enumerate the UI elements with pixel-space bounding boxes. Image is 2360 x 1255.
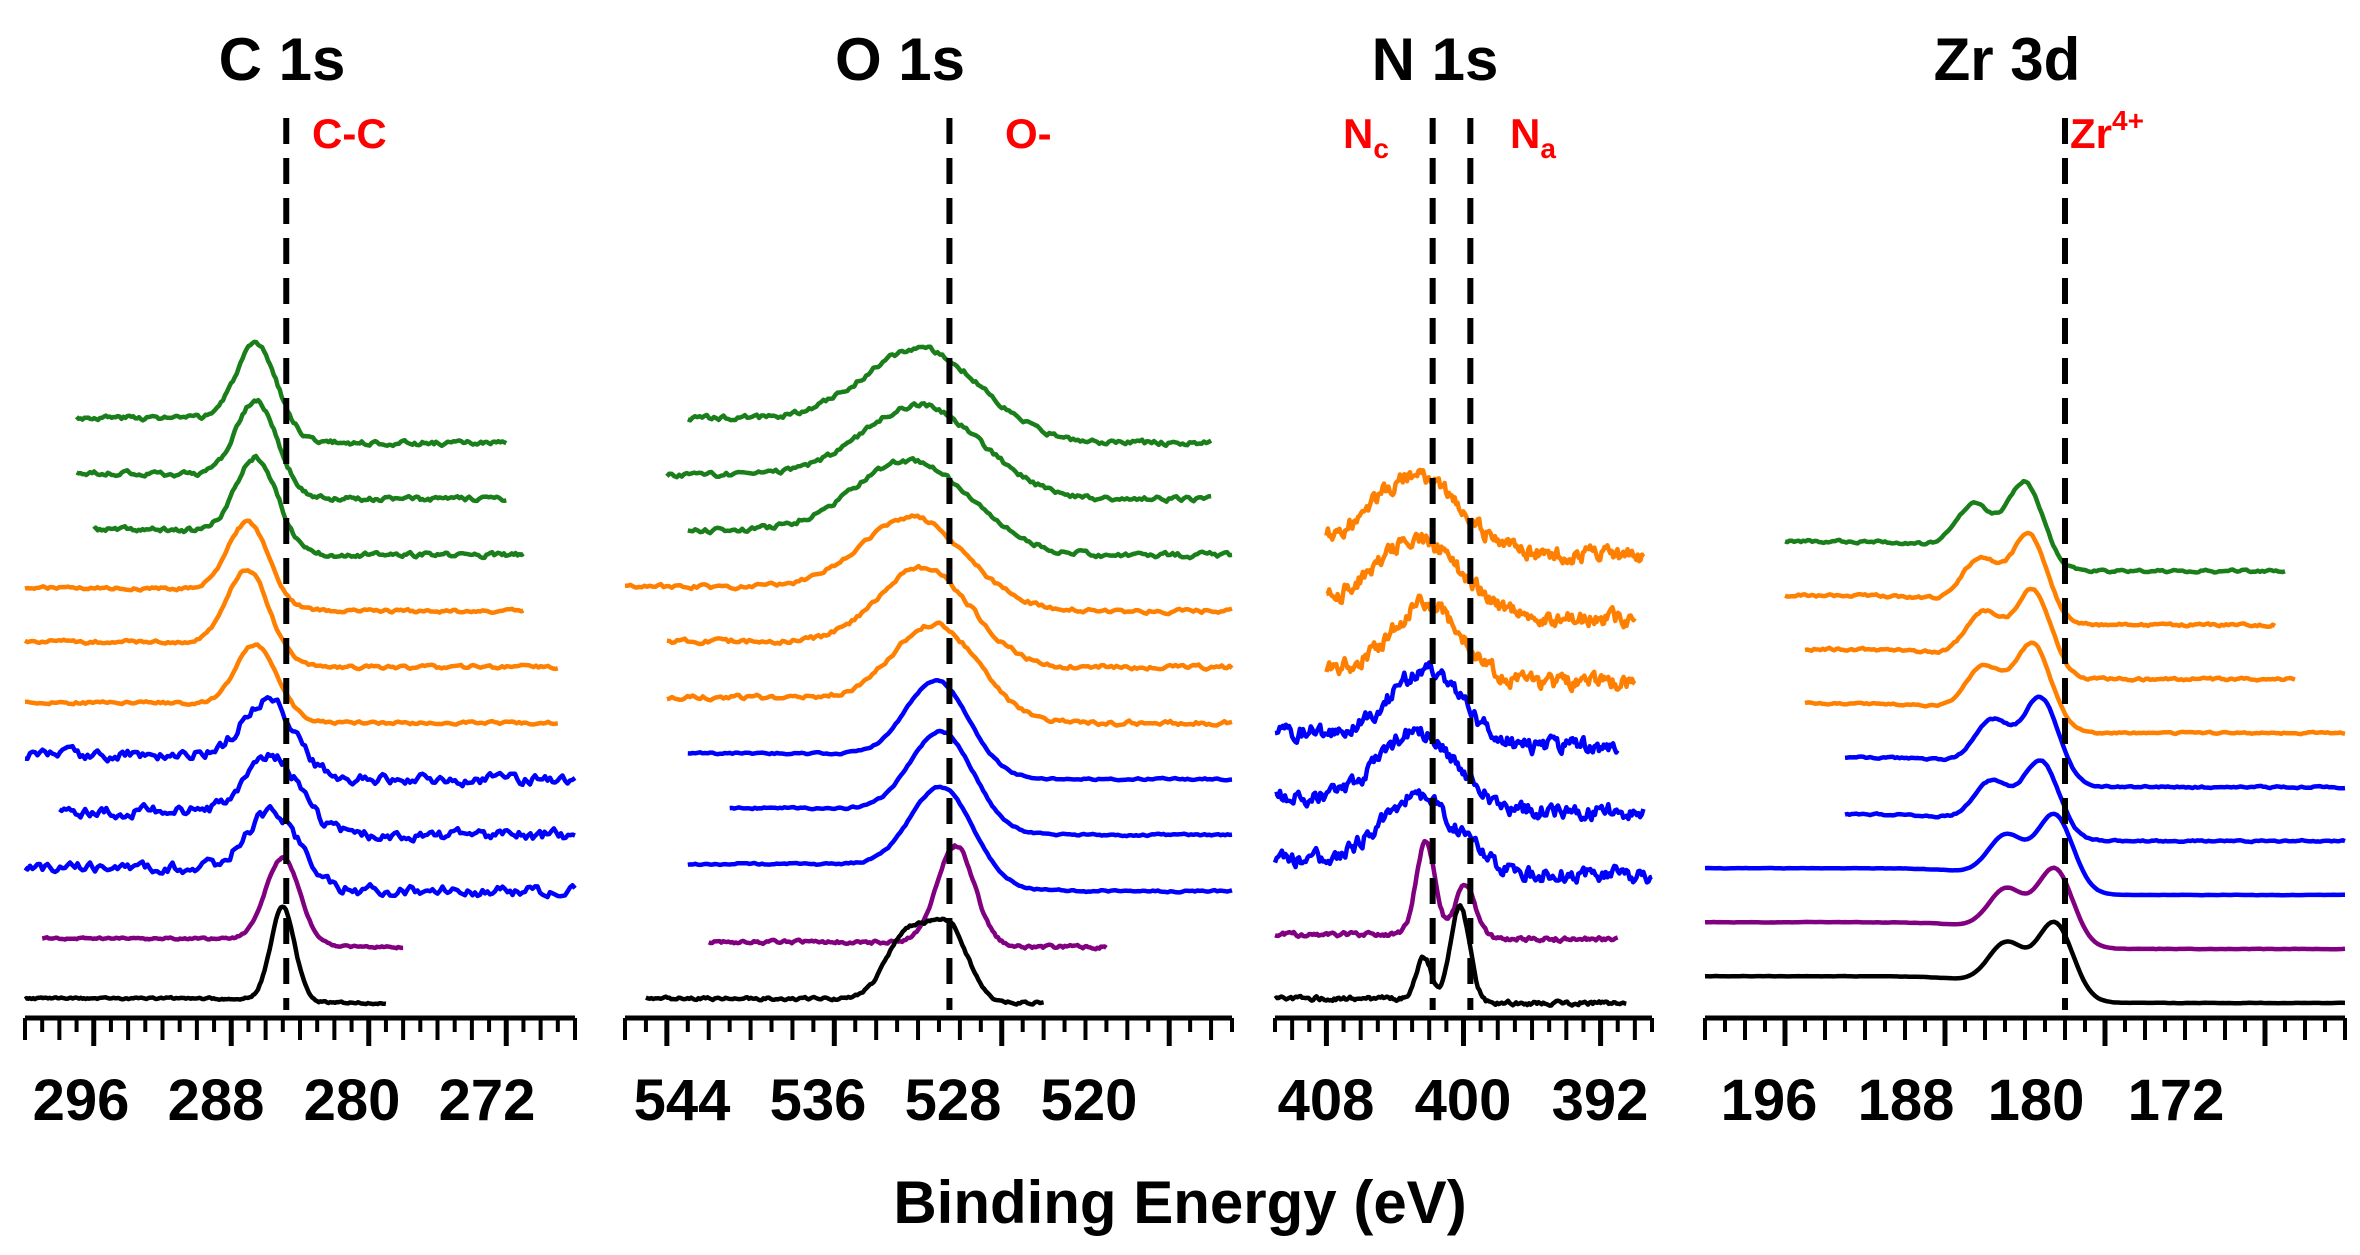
ref-label-nc: Nc — [1343, 110, 1389, 164]
spectrum-c1s-6 — [24, 642, 559, 727]
spectrum-c1s-3 — [92, 453, 525, 561]
tick-label-528: 528 — [905, 1068, 1002, 1133]
panel-title-n1s: N 1s — [1372, 26, 1499, 93]
spectrum-c1s-7 — [24, 695, 577, 789]
spectrum-zr3d-5 — [1844, 694, 2346, 791]
panel-title-c1s: C 1s — [219, 26, 346, 93]
panel-plot-c1s — [23, 118, 577, 1046]
tick-label-196: 196 — [1721, 1068, 1818, 1133]
spectrum-n1s-8 — [1273, 903, 1627, 1008]
spectrum-o1s-11 — [645, 916, 1045, 1007]
panel-o1s: O 1s O- 544 536 528 520 — [623, 26, 1234, 1133]
tick-label-408: 408 — [1278, 1068, 1375, 1133]
spectrum-o1s-3 — [687, 456, 1233, 561]
panel-c1s: C 1s C-C 296 288 280 272 — [23, 26, 577, 1133]
spectrum-o1s-7 — [687, 677, 1233, 783]
spectrum-zr3d-3 — [1804, 586, 2296, 683]
spectrum-zr3d-6 — [1844, 758, 2346, 845]
ref-label-na: Na — [1510, 110, 1556, 164]
panel-plot-n1s — [1272, 118, 1654, 1046]
spectrum-n1s-3 — [1324, 593, 1637, 694]
spectrum-c1s-8 — [58, 751, 576, 844]
ref-label-zr4plus: Zr4+ — [2070, 105, 2144, 157]
ref-label-o-minus: O- — [1005, 110, 1052, 157]
spectrum-o1s-10 — [707, 843, 1108, 952]
spectrum-zr3d-7 — [1704, 811, 2345, 898]
spectrum-c1s-1 — [74, 339, 508, 449]
spectrum-n1s-1 — [1324, 467, 1646, 566]
spectrum-zr3d-1 — [1784, 478, 2286, 575]
spectrum-c1s-2 — [75, 397, 507, 504]
spectrum-zr3d-8 — [1704, 865, 2346, 952]
tick-label-544: 544 — [634, 1068, 731, 1133]
spectrum-o1s-6 — [666, 620, 1233, 728]
tick-label-272: 272 — [439, 1068, 536, 1133]
panel-title-o1s: O 1s — [835, 26, 965, 93]
spectrum-n1s-4 — [1274, 660, 1620, 757]
spectrum-zr3d-9 — [1704, 919, 2346, 1006]
panel-title-zr3d: Zr 3d — [1934, 26, 2081, 93]
tick-label-280: 280 — [304, 1068, 401, 1133]
tick-label-180: 180 — [1988, 1068, 2085, 1133]
spectrum-n1s-5 — [1274, 725, 1646, 823]
ref-label-cc: C-C — [312, 110, 387, 157]
tick-label-288: 288 — [168, 1068, 265, 1133]
tick-label-392: 392 — [1552, 1068, 1649, 1133]
spectrum-c1s-9 — [23, 803, 577, 900]
spectrum-n1s-7 — [1274, 838, 1619, 944]
tick-label-188: 188 — [1858, 1068, 1955, 1133]
panel-plot-zr3d — [1703, 118, 2347, 1046]
spectrum-n1s-6 — [1272, 788, 1653, 885]
x-axis-label: Binding Energy (eV) — [893, 1169, 1466, 1236]
panel-zr3d: Zr 3d Zr4+ 196 188 180 172 — [1703, 26, 2347, 1133]
panel-plot-o1s — [623, 118, 1234, 1046]
tick-label-172: 172 — [2128, 1068, 2225, 1133]
tick-label-400: 400 — [1415, 1068, 1512, 1133]
spectrum-n1s-2 — [1325, 531, 1637, 630]
spectrum-c1s-10 — [41, 854, 404, 951]
spectrum-c1s-4 — [24, 518, 525, 616]
spectrum-zr3d-4 — [1804, 640, 2346, 737]
spectrum-o1s-2 — [665, 401, 1212, 504]
spectrum-o1s-4 — [624, 513, 1233, 617]
spectrum-c1s-5 — [23, 568, 559, 672]
tick-label-520: 520 — [1041, 1068, 1138, 1133]
spectrum-zr3d-2 — [1784, 530, 2277, 629]
spectrum-c1s-11 — [23, 904, 387, 1007]
tick-label-296: 296 — [33, 1068, 130, 1133]
tick-label-536: 536 — [770, 1068, 867, 1133]
spectrum-o1s-9 — [687, 784, 1233, 895]
spectrum-o1s-8 — [729, 728, 1233, 839]
panel-n1s: N 1s Nc Na 408 400 392 — [1272, 26, 1654, 1133]
